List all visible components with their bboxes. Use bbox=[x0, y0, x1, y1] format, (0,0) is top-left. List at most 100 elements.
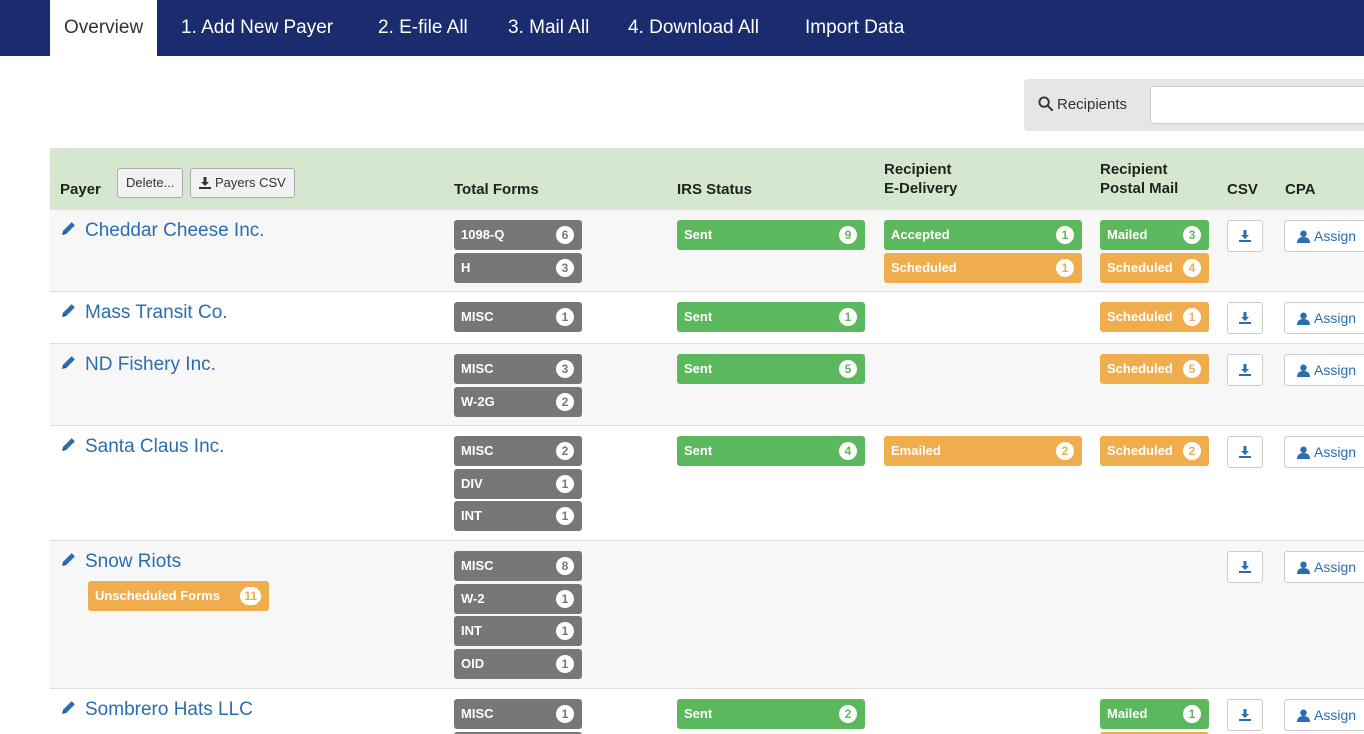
form-count-chip: MISC 1 bbox=[454, 699, 582, 729]
payer-name: Santa Claus Inc. bbox=[85, 436, 225, 457]
payer-link[interactable]: Sombrero Hats LLC bbox=[60, 699, 253, 721]
form-count-chip: MISC 3 bbox=[454, 354, 582, 384]
user-icon bbox=[1297, 364, 1310, 377]
table-row: Mass Transit Co. MISC 1 Sent 1 Scheduled 1 Assi… bbox=[50, 292, 1364, 344]
form-count-chip: DIV 1 bbox=[454, 468, 582, 499]
assign-cpa-button[interactable]: Assign bbox=[1284, 302, 1364, 334]
form-count-chip-count: 6 bbox=[556, 226, 574, 244]
postal-status-chip: Scheduled 2 bbox=[1100, 436, 1209, 466]
unscheduled-forms-badge-label: Unscheduled Forms bbox=[95, 588, 220, 603]
payer-name: Snow Riots bbox=[85, 551, 182, 572]
header-recipient-edelivery: Recipient E-Delivery bbox=[884, 160, 957, 198]
form-count-chip-label: MISC bbox=[461, 558, 494, 573]
csv-download-button[interactable] bbox=[1227, 354, 1263, 386]
irs-status-chip-label: Sent bbox=[684, 443, 713, 458]
download-icon bbox=[1239, 364, 1251, 376]
form-count-chip-label: MISC bbox=[461, 443, 494, 458]
csv-download-button[interactable] bbox=[1227, 699, 1263, 731]
assign-label: Assign bbox=[1314, 362, 1357, 378]
irs-status-chip: Sent 9 bbox=[677, 220, 865, 250]
form-count-chip: W-2 1 bbox=[454, 583, 582, 614]
tab-import-data[interactable]: Import Data bbox=[805, 17, 905, 38]
payers-csv-button[interactable]: Payers CSV bbox=[190, 168, 295, 198]
edit-icon bbox=[62, 304, 75, 317]
irs-status-chip: Sent 1 bbox=[677, 302, 865, 332]
edelivery-status-chip-label: Scheduled bbox=[891, 259, 957, 275]
assign-cpa-button[interactable]: Assign bbox=[1284, 436, 1364, 468]
postal-status-chip-label: Scheduled bbox=[1107, 361, 1173, 376]
form-count-chip-label: INT bbox=[461, 623, 482, 638]
irs-status-chip: Sent 5 bbox=[677, 354, 865, 384]
form-count-chip-count: 1 bbox=[556, 654, 574, 673]
header-total-forms: Total Forms bbox=[454, 181, 539, 198]
form-count-chip-count: 1 bbox=[556, 507, 574, 525]
edit-icon bbox=[62, 356, 75, 369]
unscheduled-forms-badge-count: 11 bbox=[240, 587, 261, 605]
form-count-chip-label: INT bbox=[461, 508, 482, 523]
irs-status-chip-count: 1 bbox=[839, 308, 857, 326]
table-row: Sombrero Hats LLC MISC 1 Sent 2 Mailed 1 Assign bbox=[50, 689, 1364, 734]
table-row: Santa Claus Inc. MISC 2 DIV 1 INT 1 Sent 4 Emaile… bbox=[50, 426, 1364, 541]
form-count-chip: OID 1 bbox=[454, 648, 582, 679]
form-count-chip: 1098-Q 6 bbox=[454, 220, 582, 250]
form-count-chip-label: H bbox=[461, 259, 471, 275]
postal-status-chip-count: 5 bbox=[1183, 360, 1201, 378]
assign-cpa-button[interactable]: Assign bbox=[1284, 551, 1364, 583]
irs-status-chip-count: 5 bbox=[839, 360, 857, 378]
payer-name: Sombrero Hats LLC bbox=[85, 699, 253, 720]
assign-cpa-button[interactable]: Assign bbox=[1284, 354, 1364, 386]
form-count-chip-label: OID bbox=[461, 655, 485, 671]
form-count-chip-count: 2 bbox=[556, 442, 574, 460]
payer-link[interactable]: Cheddar Cheese Inc. bbox=[60, 220, 265, 242]
form-count-chip-label: DIV bbox=[461, 475, 483, 491]
tab-download-all[interactable]: 4. Download All bbox=[628, 17, 759, 38]
form-count-chip-label: MISC bbox=[461, 706, 494, 721]
download-icon bbox=[1239, 561, 1251, 573]
edelivery-status-chip: Emailed 2 bbox=[884, 436, 1082, 466]
download-icon bbox=[1239, 230, 1251, 242]
irs-status-chip-label: Sent bbox=[684, 361, 713, 376]
recipient-search: Recipients bbox=[1024, 79, 1364, 131]
table-row: ND Fishery Inc. MISC 3 W-2G 2 Sent 5 Scheduled 5… bbox=[50, 344, 1364, 426]
payer-link[interactable]: Snow Riots bbox=[60, 551, 181, 573]
assign-label: Assign bbox=[1314, 228, 1357, 244]
assign-label: Assign bbox=[1314, 707, 1357, 723]
user-icon bbox=[1297, 561, 1310, 574]
form-count-chip-count: 1 bbox=[556, 705, 574, 723]
assign-cpa-button[interactable]: Assign bbox=[1284, 220, 1364, 252]
tab-mail-all[interactable]: 3. Mail All bbox=[508, 17, 590, 38]
edit-icon bbox=[62, 222, 75, 235]
form-count-chip: INT 1 bbox=[454, 616, 582, 646]
postal-status-chip-label: Scheduled bbox=[1107, 259, 1173, 275]
payer-name: Mass Transit Co. bbox=[85, 302, 228, 323]
download-icon bbox=[199, 177, 211, 189]
postal-status-chip-label: Mailed bbox=[1107, 706, 1148, 721]
assign-cpa-button[interactable]: Assign bbox=[1284, 699, 1364, 731]
header-edelivery-line2: E-Delivery bbox=[884, 180, 958, 197]
form-count-chip-label: W-2G bbox=[461, 393, 495, 409]
csv-download-button[interactable] bbox=[1227, 551, 1263, 583]
tab-add-new-payer[interactable]: 1. Add New Payer bbox=[181, 17, 334, 38]
user-icon bbox=[1297, 230, 1310, 243]
delete-button[interactable]: Delete... bbox=[117, 168, 184, 198]
edit-icon bbox=[62, 438, 75, 451]
csv-download-button[interactable] bbox=[1227, 436, 1263, 468]
search-input[interactable] bbox=[1150, 86, 1364, 124]
csv-download-button[interactable] bbox=[1227, 302, 1263, 334]
postal-status-chip: Scheduled 5 bbox=[1100, 354, 1209, 384]
header-edelivery-line1: Recipient bbox=[884, 161, 952, 178]
edelivery-status-chip-count: 1 bbox=[1056, 258, 1074, 277]
csv-download-button[interactable] bbox=[1227, 220, 1263, 252]
tab-overview[interactable]: Overview bbox=[50, 0, 158, 56]
payer-link[interactable]: Mass Transit Co. bbox=[60, 302, 228, 324]
edelivery-status-chip: Scheduled 1 bbox=[884, 252, 1082, 283]
irs-status-chip-count: 4 bbox=[839, 442, 857, 460]
payer-name: ND Fishery Inc. bbox=[85, 354, 216, 375]
postal-status-chip: Scheduled 4 bbox=[1100, 252, 1209, 283]
postal-status-chip-count: 3 bbox=[1183, 226, 1201, 244]
unscheduled-forms-badge[interactable]: Unscheduled Forms 11 bbox=[88, 581, 269, 611]
payer-link[interactable]: ND Fishery Inc. bbox=[60, 354, 216, 376]
payer-link[interactable]: Santa Claus Inc. bbox=[60, 436, 224, 458]
tab-efile-all[interactable]: 2. E-file All bbox=[378, 17, 468, 38]
download-icon bbox=[1239, 446, 1251, 458]
